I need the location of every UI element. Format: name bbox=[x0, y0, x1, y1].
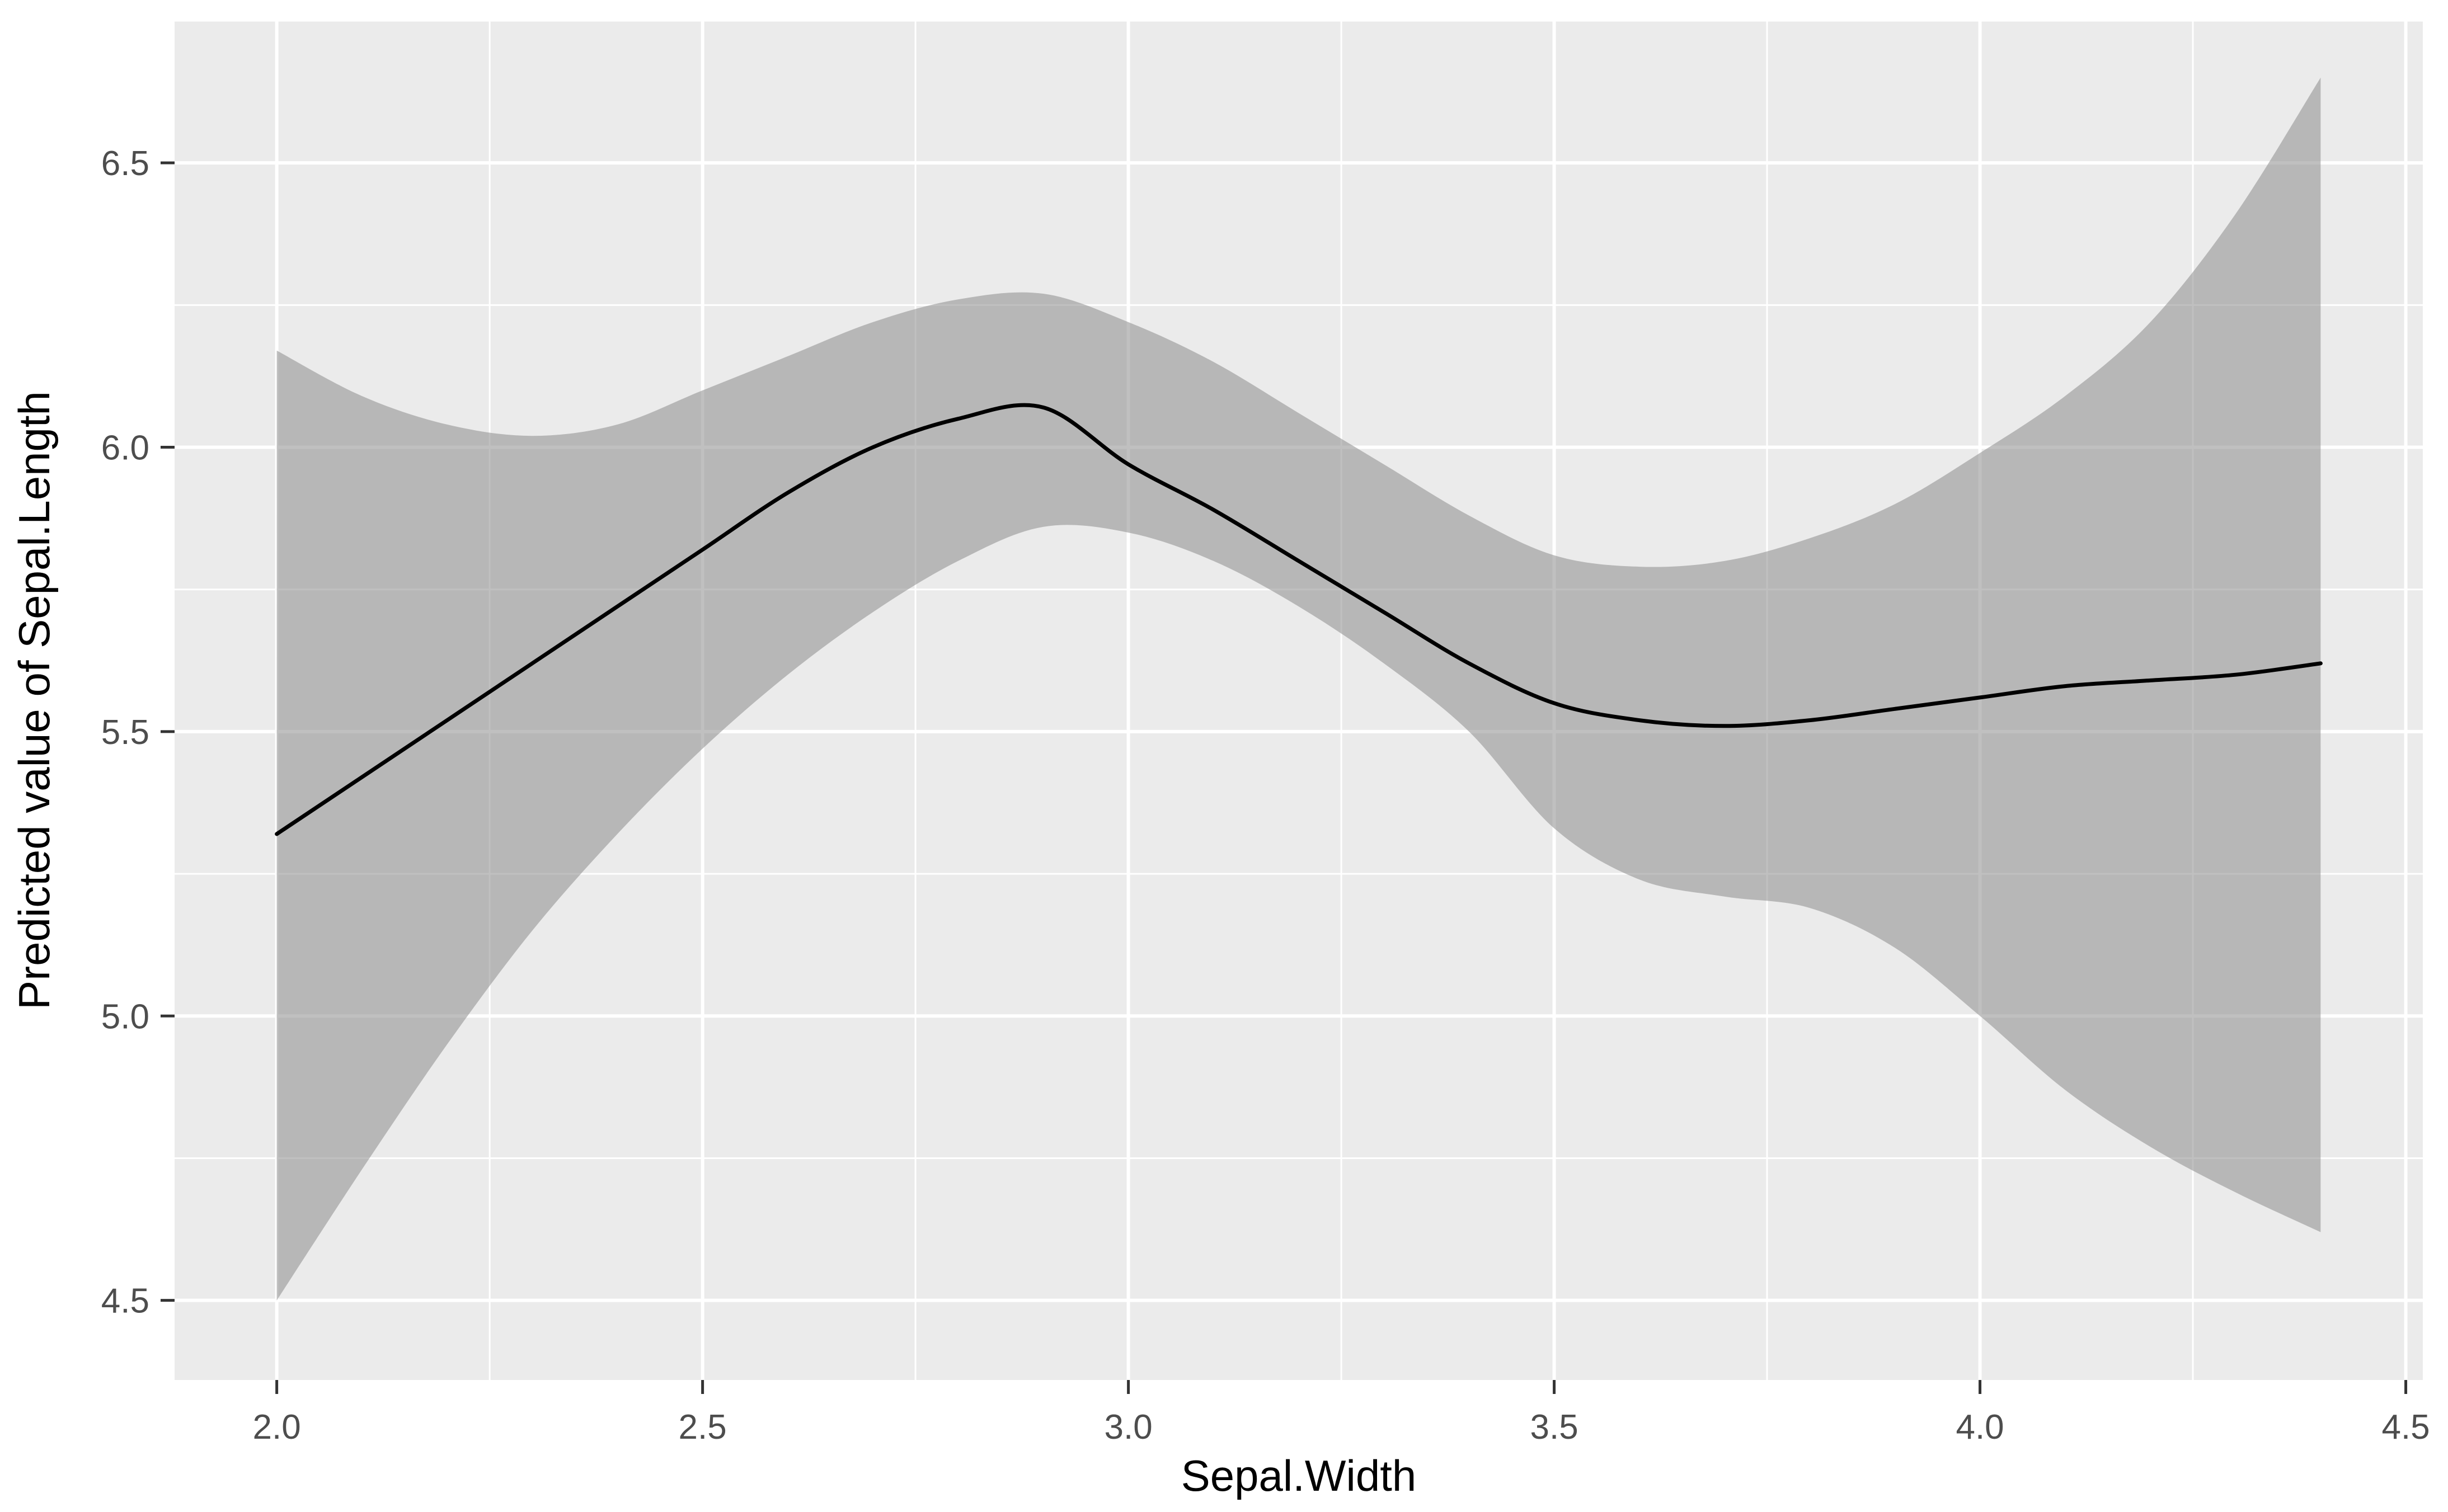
confidence-ribbon-area bbox=[276, 77, 2321, 1301]
y-axis-tick-labels: 4.5 5.0 5.5 6.0 6.5 bbox=[101, 144, 149, 1320]
axis-tick-marks bbox=[161, 161, 2408, 1394]
y-tick-label: 5.5 bbox=[101, 713, 149, 752]
confidence-ribbon bbox=[276, 77, 2321, 1301]
y-tick-label: 4.5 bbox=[101, 1282, 149, 1321]
x-tick-label: 4.5 bbox=[2381, 1408, 2430, 1447]
y-axis-title: Predicted value of Sepal.Length bbox=[10, 391, 59, 1010]
x-tick-label: 3.0 bbox=[1105, 1408, 1153, 1447]
smooth-line bbox=[275, 403, 2323, 836]
x-axis-tick-labels: 2.0 2.5 3.0 3.5 4.0 4.5 bbox=[253, 1408, 2430, 1447]
x-tick-label: 4.0 bbox=[1956, 1408, 2004, 1447]
y-tick-label: 6.5 bbox=[101, 144, 149, 183]
y-tick-label: 5.0 bbox=[101, 997, 149, 1036]
x-tick-label: 2.0 bbox=[253, 1408, 301, 1447]
fitted-line bbox=[275, 403, 2323, 836]
x-tick-label: 2.5 bbox=[679, 1408, 727, 1447]
y-tick-label: 6.0 bbox=[101, 429, 149, 468]
x-axis-title: Sepal.Width bbox=[1181, 1451, 1417, 1500]
x-tick-label: 3.5 bbox=[1530, 1408, 1578, 1447]
